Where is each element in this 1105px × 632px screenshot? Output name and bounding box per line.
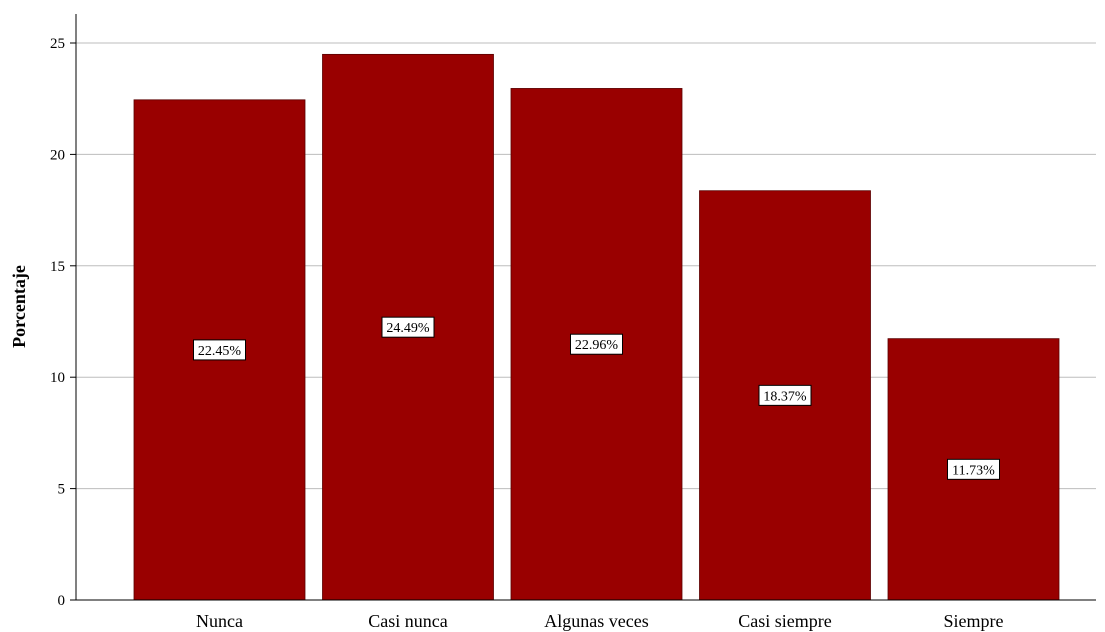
data-labels: 22.45% 24.49% 22.96% 18.37% 11.73% [193,316,1000,480]
data-label: 22.45% [193,339,246,361]
x-tick-label: Algunas veces [544,611,648,631]
y-tick-label: 15 [50,259,65,275]
y-tick-label: 25 [50,36,65,52]
y-tick-label: 0 [58,593,66,609]
y-tick-label: 10 [50,370,65,386]
data-label: 24.49% [381,316,435,338]
y-tick-labels: 0 5 10 15 20 25 [50,36,76,609]
x-tick-label: Casi siempre [738,611,831,631]
data-label-text: 22.45% [198,344,242,359]
data-label-text: 22.96% [575,338,619,353]
y-axis-label: Porcentaje [9,265,29,348]
data-label: 22.96% [570,333,623,355]
y-tick-label: 20 [50,147,65,163]
data-label-box [193,339,246,361]
x-tick-label: Siempre [944,611,1004,631]
data-label-box [570,333,623,355]
y-tick-label: 5 [58,482,66,498]
x-tick-label: Nunca [196,611,243,631]
data-label-text: 24.49% [386,321,430,336]
bars [133,53,1060,601]
data-label-box [381,316,435,338]
data-label-box [947,458,1000,480]
data-label-text: 11.73% [952,463,995,478]
data-label: 18.37% [758,384,812,406]
data-label: 11.73% [947,458,1000,480]
data-label-box [758,384,812,406]
x-tick-label: Casi nunca [368,611,447,631]
x-tick-labels: Nunca Casi nunca Algunas veces Casi siempre… [196,611,1003,631]
axes [75,14,1096,601]
data-label-text: 18.37% [763,389,807,404]
